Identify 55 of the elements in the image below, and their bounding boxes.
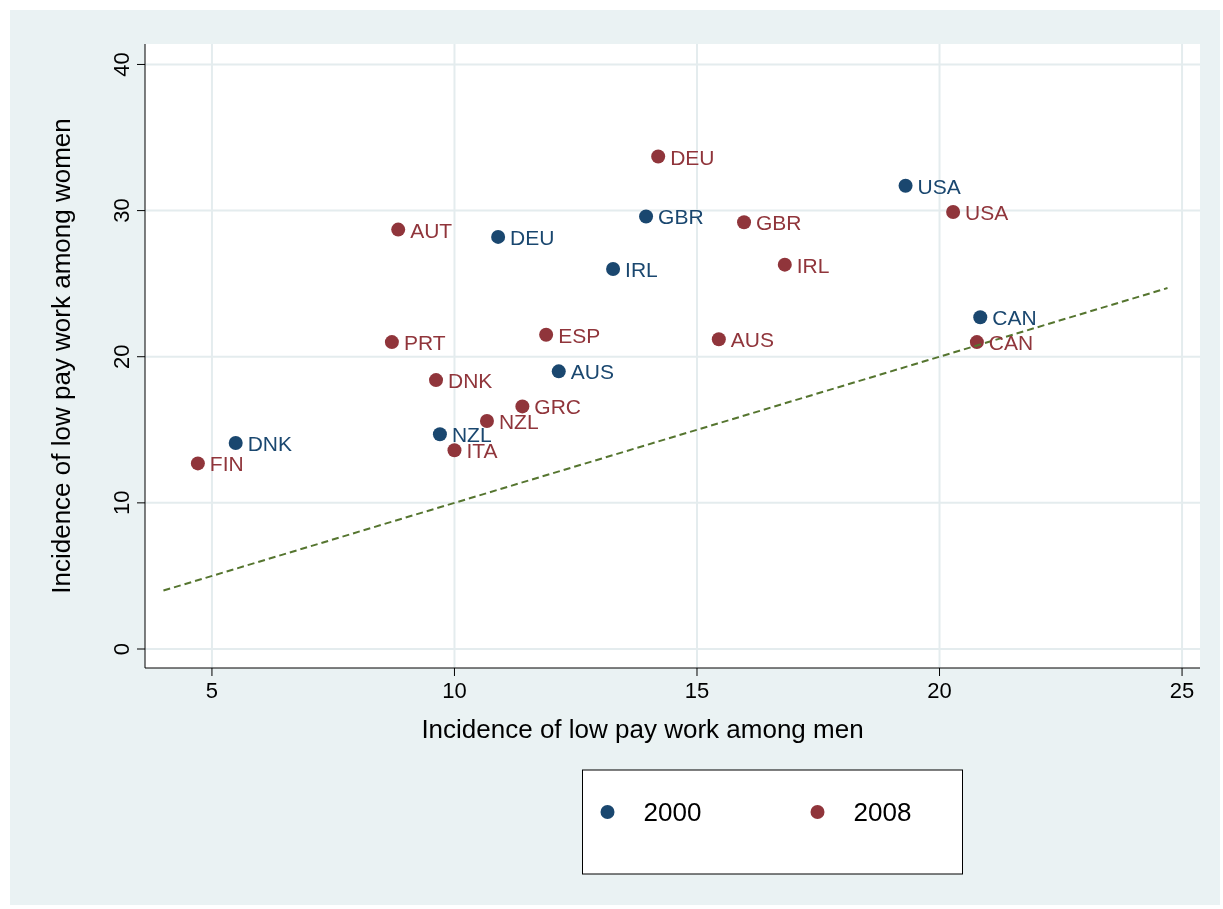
point <box>969 335 984 350</box>
y-tick-label: 10 <box>109 490 134 516</box>
annotation: IRL <box>625 258 658 282</box>
point <box>228 435 243 450</box>
point <box>384 335 399 350</box>
point <box>432 427 447 442</box>
point <box>491 229 506 244</box>
point <box>651 149 666 164</box>
point <box>429 373 444 388</box>
point <box>551 364 566 379</box>
x-tick-label: 10 <box>442 678 467 703</box>
point <box>606 262 621 277</box>
point <box>639 209 654 224</box>
point <box>973 310 988 325</box>
point <box>539 327 554 342</box>
annotation: DNK <box>448 369 493 393</box>
annotation: AUS <box>730 328 775 352</box>
annotation: USA <box>917 174 961 198</box>
annotation: CAN <box>992 306 1037 330</box>
point <box>391 222 406 237</box>
x-tick-label: 15 <box>684 678 710 703</box>
annotation: GBR <box>658 205 704 229</box>
x-tick-label: 5 <box>205 678 219 703</box>
annotation: DNK <box>247 431 293 455</box>
y-tick-label: 30 <box>109 198 134 223</box>
annotation: USA <box>965 201 1009 225</box>
annotation: IRL <box>796 253 830 277</box>
annotation: PRT <box>403 331 446 355</box>
annotation: DEU <box>670 145 715 169</box>
annotation: ESP <box>558 323 601 347</box>
x-axis-title: Incidence of low pay work among men <box>421 714 864 744</box>
annotation: GRC <box>534 395 582 419</box>
annotation: GBR <box>756 211 802 235</box>
point <box>737 215 752 230</box>
legend-label: 2008 <box>853 797 912 827</box>
point <box>515 399 530 414</box>
x-tick-label: 25 <box>1169 678 1195 703</box>
y-tick-label: 40 <box>109 52 134 77</box>
point <box>898 178 913 193</box>
annotation: CAN <box>988 331 1034 355</box>
legend-label: 2000 <box>643 797 702 827</box>
point <box>190 456 205 471</box>
annotation: FIN <box>209 452 244 476</box>
annotation: AUT <box>410 218 453 242</box>
point <box>711 332 726 347</box>
annotation: AUS <box>570 360 614 384</box>
y-tick-label: 20 <box>109 344 134 369</box>
y-axis-title: Incidence of low pay work among women <box>46 118 76 594</box>
point <box>777 257 792 272</box>
y-tick-label: 0 <box>109 642 134 656</box>
annotation: DEU <box>510 225 555 249</box>
point <box>479 414 494 429</box>
x-tick-label: 20 <box>927 678 952 703</box>
point <box>946 205 961 220</box>
point <box>447 443 462 458</box>
